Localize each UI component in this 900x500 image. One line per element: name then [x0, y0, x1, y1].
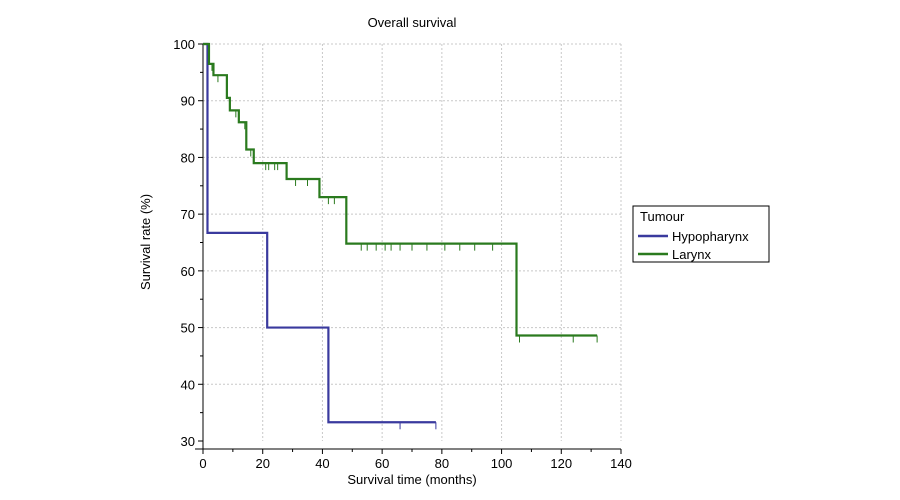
x-tick-label: 40 [315, 456, 329, 471]
legend-box [632, 205, 770, 263]
x-tick-label: 80 [435, 456, 449, 471]
series-line-hypopharynx [203, 42, 436, 424]
legend-label-larynx: Larynx [672, 247, 712, 262]
legend-label-hypopharynx: Hypopharynx [672, 229, 749, 244]
legend-title: Tumour [640, 209, 685, 224]
plot-area [203, 44, 621, 441]
y-tick-label: 30 [181, 434, 195, 449]
x-axis-title: Survival time (months) [347, 472, 476, 487]
y-tick-label: 60 [181, 264, 195, 279]
chart-title: Overall survival [368, 15, 457, 30]
x-tick-label: 20 [255, 456, 269, 471]
y-tick-label: 90 [181, 94, 195, 109]
x-tick-label: 60 [375, 456, 389, 471]
y-axis-title: Survival rate (%) [138, 194, 153, 290]
series-line-larynx [203, 42, 598, 337]
x-tick-label: 100 [491, 456, 513, 471]
x-tick-label: 120 [550, 456, 572, 471]
legend: Tumour Hypopharynx Larynx [632, 205, 770, 263]
y-tick-label: 50 [181, 321, 195, 336]
axes: 30 40 50 60 70 80 90 100 0 20 40 60 80 100 120 140 [173, 37, 632, 471]
y-tick-label: 100 [173, 37, 195, 52]
y-tick-label: 40 [181, 377, 195, 392]
y-tick-label: 70 [181, 207, 195, 222]
series-layer [203, 42, 598, 430]
y-tick-label: 80 [181, 150, 195, 165]
x-tick-label: 140 [610, 456, 632, 471]
x-tick-label: 0 [199, 456, 206, 471]
